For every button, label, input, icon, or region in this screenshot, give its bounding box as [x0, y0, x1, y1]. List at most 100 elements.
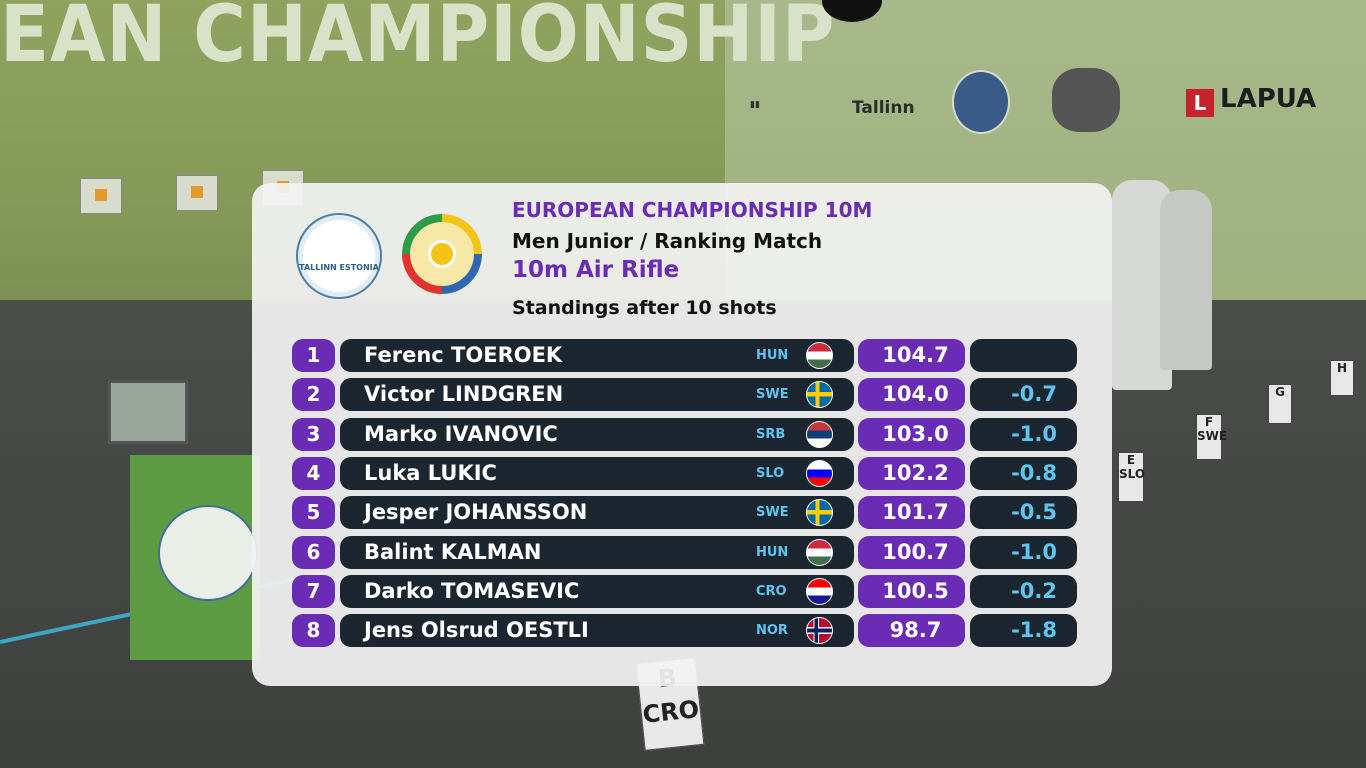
score-box: 104.7 — [858, 339, 965, 372]
diff-value: -1.8 — [1011, 618, 1057, 643]
athlete-box: Marko IVANOVIC SRB — [340, 417, 854, 451]
flag-icon — [806, 538, 833, 566]
nation-code: SWE — [756, 505, 789, 521]
diff-box: -0.5 — [970, 496, 1077, 530]
sponsor-lapua: L LAPUA — [1186, 84, 1316, 117]
sponsor-tallinn: Tallinn — [852, 98, 915, 118]
flag-icon — [806, 381, 833, 409]
lane-stand-g: G — [1268, 384, 1292, 424]
standings-row: 1 Ferenc TOEROEK HUN 104.7 — [292, 339, 1078, 373]
event-discipline: 10m Air Rifle — [512, 257, 680, 283]
standings-row: 7 Darko TOMASEVIC CRO 100.5 -0.2 — [292, 574, 1078, 609]
score-value: 104.7 — [882, 343, 949, 367]
sponsor-logo-dark — [822, 0, 882, 22]
rank-badge: 5 — [292, 496, 335, 530]
lane-stand-h: H — [1330, 360, 1354, 396]
athlete-box: Darko TOMASEVIC CRO — [340, 574, 854, 608]
nation-code: SWE — [756, 387, 789, 403]
flag-icon — [806, 577, 833, 605]
athlete-box: Victor LINDGREN SWE — [340, 378, 854, 412]
lane-stand-e: E SLO — [1118, 452, 1145, 502]
nation-code: HUN — [756, 544, 789, 560]
score-box: 103.0 — [858, 417, 965, 451]
lapua-icon: L — [1186, 89, 1214, 117]
lane-stand-f: F SWE — [1196, 414, 1227, 460]
standings-row: 5 Jesper JOHANSSON SWE 101.7 -0.5 — [292, 496, 1078, 530]
rank-badge: 8 — [292, 614, 335, 648]
athlete-box: Luka LUKIC SLO — [340, 456, 854, 490]
athlete-name: Victor LINDGREN — [364, 382, 564, 407]
diff-box: -1.0 — [970, 535, 1077, 569]
athlete-box: Jens Olsrud OESTLI NOR — [340, 614, 854, 648]
athlete-box: Jesper JOHANSSON SWE — [340, 496, 854, 530]
flag-icon — [806, 617, 833, 645]
score-value: 104.0 — [882, 382, 949, 407]
score-value: 101.7 — [882, 500, 949, 525]
rank-badge: 7 — [292, 574, 335, 608]
nation-code: HUN — [756, 348, 789, 363]
diff-value: -1.0 — [1011, 539, 1057, 564]
standings-row: 6 Balint KALMAN HUN 100.7 -1.0 — [292, 535, 1078, 570]
event-category: Men Junior / Ranking Match — [512, 229, 823, 253]
diff-value: -0.2 — [1011, 578, 1057, 603]
diff-box: -1.0 — [970, 417, 1077, 451]
rank-badge: 6 — [292, 535, 335, 569]
score-value: 102.2 — [882, 460, 949, 485]
diff-box: -1.8 — [970, 614, 1077, 648]
diff-value: -0.7 — [1011, 382, 1057, 407]
logo-text: TALLINN ESTONIA — [299, 263, 379, 272]
diff-box — [970, 339, 1077, 372]
diff-box: -0.8 — [970, 456, 1077, 490]
score-box: 101.7 — [858, 496, 965, 530]
monitor — [108, 380, 188, 444]
athlete-name: Balint KALMAN — [364, 539, 542, 564]
standings-row: 8 Jens Olsrud OESTLI NOR 98.7 -1.8 — [292, 614, 1078, 648]
athlete-name: Luka LUKIC — [364, 460, 497, 485]
shooting-federation-crest — [952, 70, 1010, 134]
standings-row: 3 Marko IVANOVIC SRB 103.0 -1.0 — [292, 417, 1078, 452]
standings-row: 4 Luka LUKIC SLO 102.2 -0.8 — [292, 456, 1078, 491]
flag-icon — [806, 342, 833, 369]
athlete-name: Darko TOMASEVIC — [364, 578, 580, 603]
desk-logo — [158, 505, 258, 601]
athlete-box: Balint KALMAN HUN — [340, 535, 854, 569]
eagle-crest — [1052, 68, 1120, 132]
flag-icon — [806, 459, 833, 487]
sponsor-small-logo: ▮▮ — [750, 100, 760, 110]
diff-value: -0.8 — [1011, 460, 1057, 485]
rank-badge: 3 — [292, 417, 335, 451]
event-title: EUROPEAN CHAMPIONSHIP 10M — [512, 198, 873, 222]
score-value: 98.7 — [889, 618, 942, 643]
score-box: 104.0 — [858, 378, 965, 412]
standings-status: Standings after 10 shots — [512, 297, 777, 319]
rank-badge: 1 — [292, 339, 335, 372]
shooter-figure — [1160, 190, 1212, 370]
score-value: 100.5 — [882, 578, 949, 603]
score-box: 102.2 — [858, 456, 965, 490]
nation-code: SRB — [756, 426, 786, 442]
athlete-name: Jens Olsrud OESTLI — [364, 618, 589, 643]
nation-code: CRO — [756, 583, 787, 599]
flag-icon — [806, 420, 833, 448]
athlete-box: Ferenc TOEROEK HUN — [340, 339, 854, 372]
athlete-name: Marko IVANOVIC — [364, 421, 558, 446]
score-box: 98.7 — [858, 614, 965, 648]
diff-box: -0.2 — [970, 574, 1077, 608]
diff-box: -0.7 — [970, 378, 1077, 412]
score-value: 103.0 — [882, 421, 949, 446]
target-frame — [176, 175, 218, 211]
diff-value: -1.0 — [1011, 421, 1057, 446]
athlete-name: Jesper JOHANSSON — [364, 500, 588, 525]
rank-badge: 2 — [292, 378, 335, 412]
score-box: 100.5 — [858, 574, 965, 608]
rank-badge: 4 — [292, 456, 335, 490]
championship-banner: EAN CHAMPIONSHIP — [0, 0, 836, 80]
diff-value: -0.5 — [1011, 500, 1057, 525]
score-box: 100.7 — [858, 535, 965, 569]
target-frame — [80, 178, 122, 214]
flag-icon — [806, 499, 833, 527]
nation-code: SLO — [756, 465, 785, 481]
shooting-federation-logo — [402, 214, 482, 294]
european-championship-logo: TALLINN ESTONIA — [296, 213, 382, 299]
athlete-name: Ferenc TOEROEK — [364, 343, 563, 367]
